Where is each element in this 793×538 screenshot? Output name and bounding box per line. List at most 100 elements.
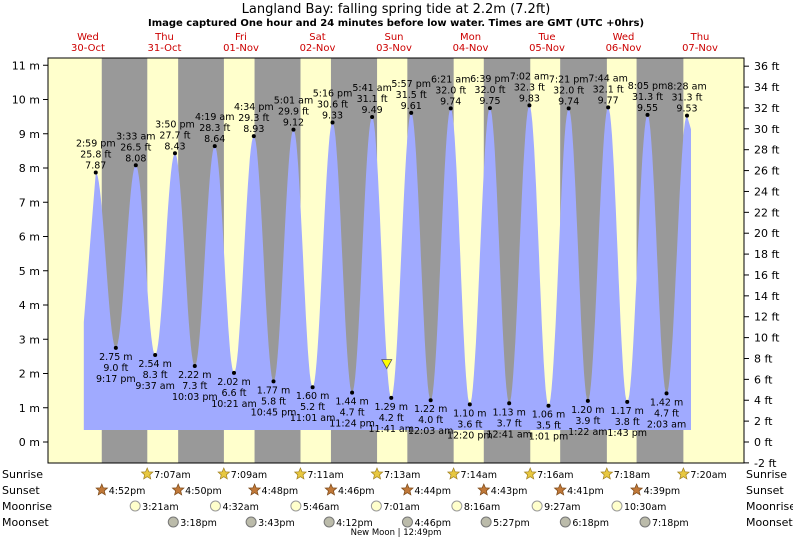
low-tide-time: 2:03 am: [647, 419, 686, 430]
y-tick-label-m: 10 m: [12, 94, 40, 107]
low-tide-time: 10:21 am: [211, 399, 256, 410]
low-tide-ft: 8.3 ft: [143, 370, 168, 381]
high-tide-time: 4:19 am: [195, 112, 234, 123]
low-tide-m: 2.02 m: [217, 377, 250, 388]
high-tide-time: 5:41 am: [352, 83, 391, 94]
high-tide-point: [330, 120, 335, 125]
day-name-label: Wed: [77, 32, 99, 43]
low-tide-m: 1.77 m: [257, 385, 290, 396]
day-date-label: 06-Nov: [606, 43, 642, 54]
high-tide-ft: 27.7 ft: [159, 130, 190, 141]
day-name-label: Tue: [537, 32, 555, 43]
moonrise-time: 8:16am: [464, 502, 500, 513]
y-tick-label-ft: 20 ft: [754, 227, 780, 240]
moonset-icon: [167, 516, 179, 528]
sunset-time: 4:46pm: [338, 486, 375, 497]
high-tide-m: 9.49: [362, 105, 383, 116]
moonrise-icon: [209, 500, 221, 512]
high-tide-m: 9.74: [558, 96, 579, 107]
low-tide-time: 9:37 am: [135, 381, 174, 392]
low-tide-time: 9:17 pm: [96, 374, 136, 385]
sunrise-time: 7:16am: [537, 470, 573, 481]
high-tide-m: 8.08: [125, 153, 146, 164]
sunrise-star-icon: [140, 467, 154, 480]
high-tide-ft: 30.6 ft: [317, 99, 348, 110]
high-tide-ft: 32.0 ft: [474, 85, 505, 96]
day-date-label: 30-Oct: [71, 43, 105, 54]
day-date-label: 05-Nov: [529, 43, 565, 54]
moonrise-time: 7:01am: [383, 502, 419, 513]
moonset-icon: [245, 516, 257, 528]
day-date-label: 01-Nov: [223, 43, 259, 54]
sunrise-row-label-right: Sunrise: [746, 468, 787, 481]
low-tide-point: [625, 399, 630, 404]
y-tick-label-ft: 12 ft: [754, 311, 780, 324]
sunrise-star-icon: [370, 467, 384, 480]
moonset-icon: [323, 516, 335, 528]
low-tide-m: 1.29 m: [375, 402, 408, 413]
low-tide-point: [271, 379, 276, 384]
plot-frame: [47, 57, 745, 464]
y-tick-label-ft: 34 ft: [754, 81, 780, 94]
low-tide-m: 1.22 m: [414, 404, 447, 415]
high-tide-time: 3:50 pm: [155, 119, 195, 130]
low-tide-time: 12:03 am: [408, 426, 453, 437]
high-tide-time: 4:34 pm: [234, 102, 274, 113]
day-date-label: 31-Oct: [148, 43, 182, 54]
sunset-star-icon: [171, 483, 185, 496]
low-tide-point: [507, 401, 512, 406]
sunrise-time: 7:20am: [690, 470, 726, 481]
high-tide-m: 8.43: [164, 141, 185, 152]
moonrise-icon: [451, 500, 463, 512]
sunrise-star-icon: [446, 467, 461, 480]
y-tick-label-m: 11 m: [12, 59, 40, 72]
y-tick-label-ft: 6 ft: [754, 373, 773, 386]
low-tide-ft: 6.6 ft: [221, 388, 246, 399]
y-tick-label-ft: 14 ft: [754, 290, 780, 303]
sunset-time: 4:44pm: [414, 486, 451, 497]
high-tide-ft: 31.3 ft: [632, 92, 663, 103]
sunset-row-label-left: Sunset: [2, 484, 40, 497]
y-tick-label-ft: 22 ft: [754, 206, 780, 219]
day-name-label: Mon: [460, 32, 481, 43]
low-tide-time: 11:41 am: [368, 424, 413, 435]
low-tide-point: [113, 345, 118, 350]
low-tide-point: [428, 398, 433, 403]
low-tide-ft: 4.2 ft: [379, 413, 404, 424]
low-tide-ft: 3.5 ft: [536, 421, 561, 432]
moonrise-time: 10:30am: [624, 502, 666, 513]
low-tide-time: 12:20 pm: [447, 430, 493, 441]
high-tide-ft: 31.3 ft: [671, 93, 702, 104]
low-tide-ft: 3.8 ft: [615, 417, 640, 428]
high-tide-m: 8.64: [204, 134, 225, 145]
y-tick-label-ft: 2 ft: [754, 415, 773, 428]
low-tide-m: 1.60 m: [296, 391, 329, 402]
y-tick-label-ft: 18 ft: [754, 248, 780, 261]
day-name-label: Thu: [690, 32, 710, 43]
low-tide-ft: 4.7 ft: [340, 408, 365, 419]
low-tide-point: [546, 403, 551, 408]
high-tide-m: 9.74: [440, 96, 461, 107]
sun-moon-events: 7:07am 7:09am 7:11am 7:13am 7:14am 7:16am 7:18…: [95, 467, 727, 529]
high-tide-time: 8:28 am: [667, 82, 706, 93]
low-tide-ft: 5.2 ft: [300, 402, 325, 413]
day-name-label: Sun: [384, 32, 403, 43]
sunrise-time: 7:11am: [307, 470, 343, 481]
low-tide-m: 1.42 m: [650, 397, 683, 408]
high-tide-point: [487, 106, 492, 111]
day-labels: Wed30-OctThu31-OctFri01-NovSat02-NovSun0…: [71, 32, 718, 54]
high-tide-point: [133, 163, 138, 168]
sunset-star-icon: [400, 483, 414, 496]
low-tide-ft: 7.3 ft: [182, 381, 207, 392]
sunrise-star-icon: [600, 467, 614, 480]
low-tide-ft: 3.9 ft: [575, 416, 600, 427]
high-tide-time: 8:05 pm: [628, 81, 668, 92]
y-tick-label-ft: 0 ft: [754, 436, 773, 449]
axes: 0 m 1 m 2 m 3 m 4 m 5 m 6 m 7 m 8 m 9 m 10 m 11 m -2…: [12, 59, 780, 470]
moonset-icon: [639, 516, 651, 528]
low-tide-point: [389, 395, 394, 400]
sunset-time: 4:43pm: [491, 486, 528, 497]
sunrise-time: 7:18am: [614, 470, 650, 481]
day-date-label: 07-Nov: [682, 43, 718, 54]
sunrise-star-icon: [676, 467, 690, 480]
